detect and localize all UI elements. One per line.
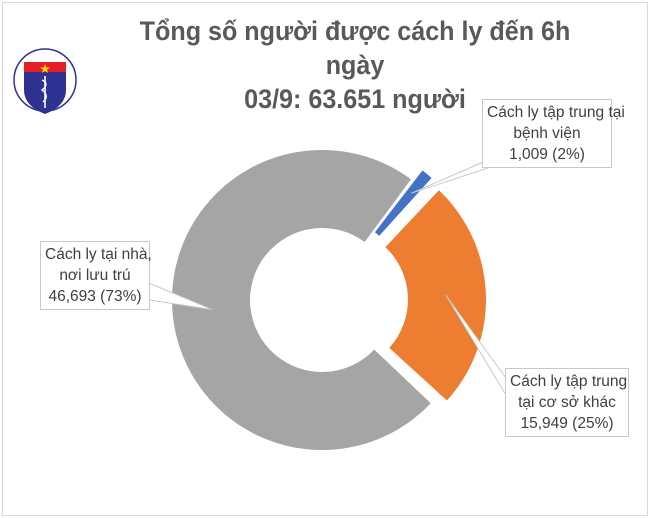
label-line: Cách ly tại nhà, [45, 246, 152, 263]
label-line: Cách ly tập trung tại [487, 104, 625, 121]
label-line: nơi lưu trú [59, 267, 131, 284]
label-value: 46,693 (73%) [48, 288, 142, 305]
slice-other-facility [385, 190, 486, 401]
data-label-hospital: Cách ly tập trung tại bệnh viện 1,009 (2… [482, 99, 625, 168]
label-value: 15,949 (25%) [520, 415, 614, 432]
chart-title: Tổng số người được cách ly đến 6h ngày 0… [109, 14, 602, 116]
data-label-home: Cách ly tại nhà, nơi lưu trú 46,693 (73%… [40, 241, 152, 310]
slice-home [172, 150, 431, 450]
label-line: Cách ly tập trung [510, 373, 628, 390]
label-value: 1,009 (2%) [509, 146, 585, 163]
title-line-2: 03/9: 63.651 người [244, 84, 466, 114]
label-line: bệnh viện [513, 125, 581, 142]
ministry-of-health-logo [13, 48, 77, 114]
label-line: tại cơ sở khác [518, 394, 616, 411]
data-label-other-facility: Cách ly tập trung tại cơ sở khác 15,949 … [505, 368, 629, 437]
slice-hospital [374, 170, 432, 236]
title-line-1: Tổng số người được cách ly đến 6h ngày [139, 16, 571, 80]
